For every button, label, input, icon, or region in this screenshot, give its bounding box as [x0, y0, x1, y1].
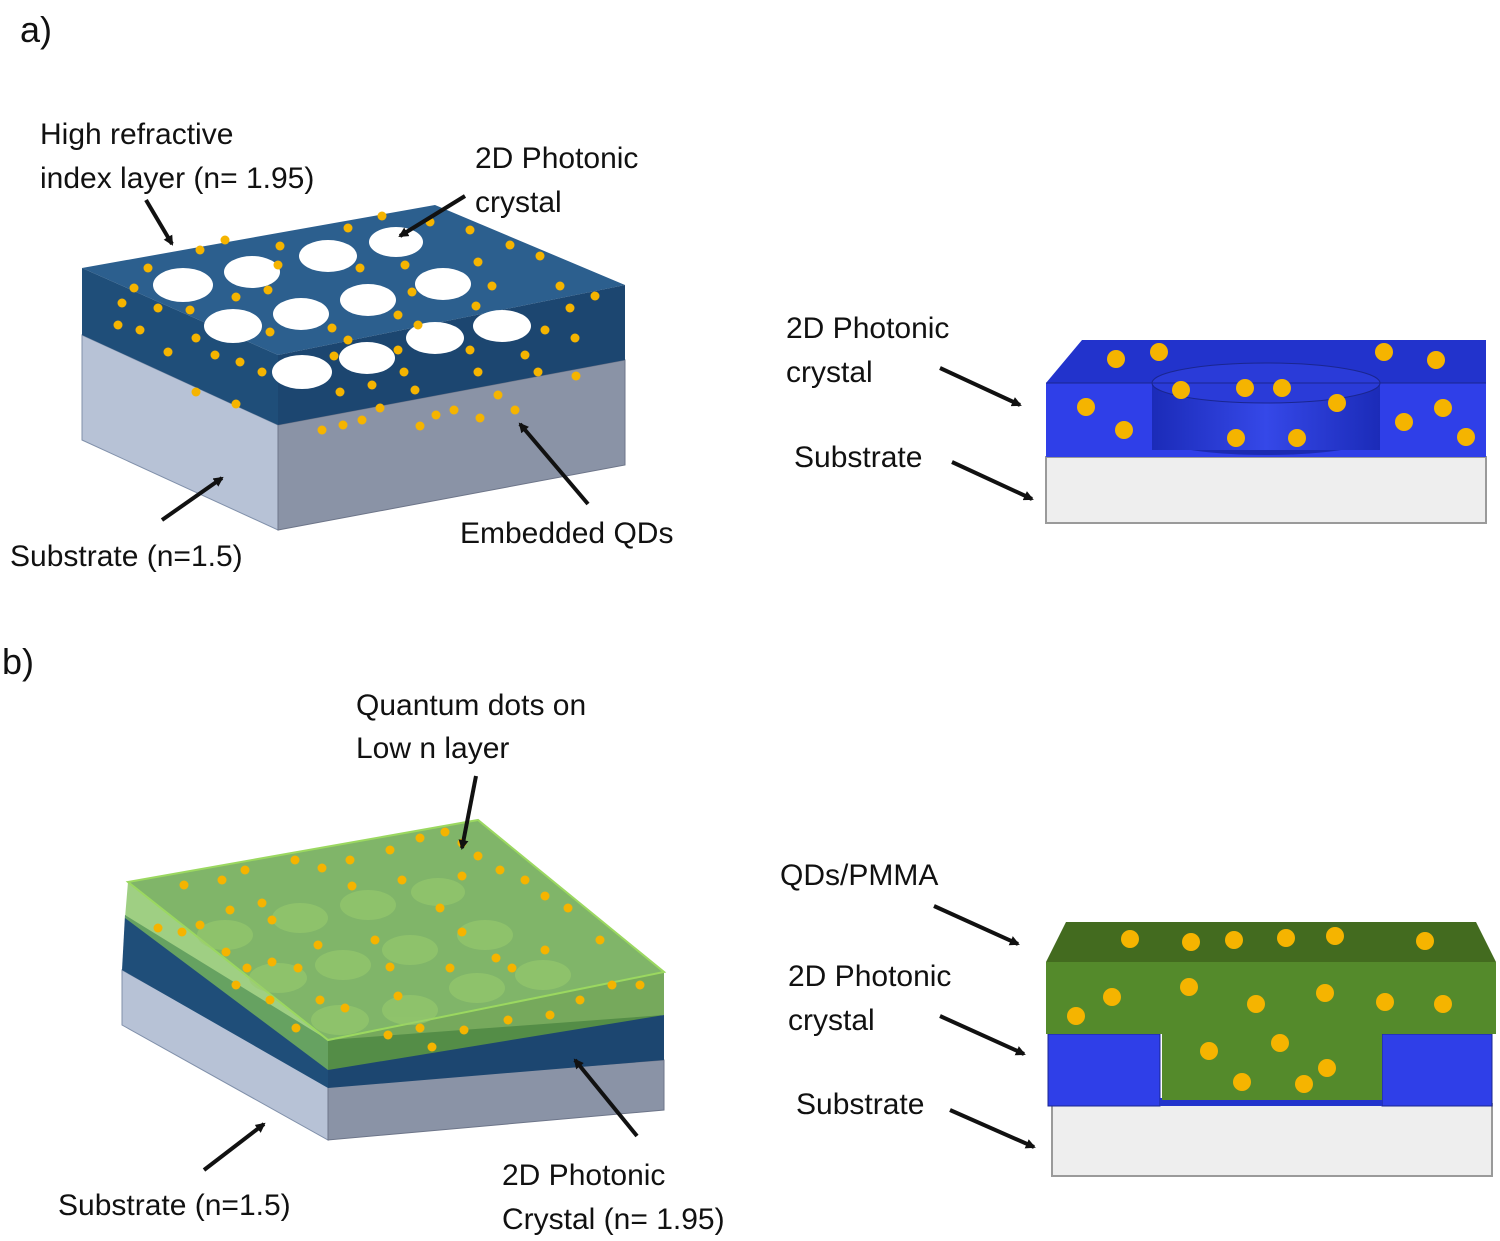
cs-b-pc-floor	[1160, 1098, 1382, 1106]
b-holes	[197, 878, 571, 1035]
cs-b-qds	[1067, 927, 1452, 1093]
hole	[340, 284, 396, 316]
cs-b-substrate-label: Substrate	[796, 1088, 924, 1121]
high-n-label-line2: index layer (n= 1.95)	[40, 162, 314, 195]
cs-b-substrate-arrow	[949, 1108, 1036, 1149]
substrate-a-label: Substrate (n=1.5)	[10, 540, 243, 573]
cs-b-substrate	[1051, 1103, 1493, 1177]
cs-b-pmma-top	[1046, 922, 1496, 962]
hole	[415, 268, 471, 300]
cs-a-pc-arrow	[939, 366, 1022, 407]
qd-label-line2: Low n layer	[356, 732, 509, 765]
embedded-qds-label: Embedded QDs	[460, 517, 673, 550]
photonic-crystal-holes	[153, 227, 531, 389]
b-qds	[153, 827, 645, 1052]
cs-a-pc-label-line1: 2D Photonic	[786, 312, 949, 345]
embedded-qds	[113, 211, 600, 435]
cs-b-pmma-label: QDs/PMMA	[780, 859, 938, 892]
panel-a-label: a)	[20, 9, 52, 50]
high-n-arrow	[144, 198, 174, 246]
embedded-qds-arrow	[518, 422, 590, 506]
cs-b-pc-left	[1047, 1033, 1161, 1107]
hole	[406, 322, 464, 354]
hole	[204, 309, 262, 343]
cross-section-a	[1045, 340, 1487, 524]
cross-section-b	[1046, 922, 1496, 1177]
cs-b-pmma-arrow	[933, 904, 1020, 946]
cs-b-pc-right	[1381, 1033, 1493, 1107]
high-n-label-line1: High refractive	[40, 118, 233, 151]
cs-b-pc-arrow	[939, 1014, 1026, 1056]
cs-a-pc-label-line2: crystal	[786, 356, 873, 389]
b-pmma-front	[125, 882, 328, 1070]
pc-label-line2: crystal	[475, 186, 562, 219]
substrate-b-label: Substrate (n=1.5)	[58, 1189, 291, 1222]
high-n-layer-side	[278, 285, 625, 425]
hole	[273, 298, 329, 330]
high-n-layer-front	[82, 268, 278, 425]
hole	[272, 355, 332, 389]
hole	[473, 310, 531, 342]
hole	[369, 227, 423, 257]
pc-arrow	[398, 194, 467, 238]
hole	[299, 240, 357, 272]
panel-b-label: b)	[2, 641, 34, 682]
qd-label-line1: Quantum dots on	[356, 689, 586, 722]
hole	[339, 342, 395, 374]
cs-b-pc-label-line2: crystal	[788, 1004, 875, 1037]
substrate-b-arrow	[202, 1122, 266, 1172]
b-pc-front	[122, 915, 328, 1088]
pc-b-label-line1: 2D Photonic	[502, 1159, 665, 1192]
cs-b-pmma-upper	[1046, 962, 1496, 1034]
cs-a-substrate	[1045, 456, 1487, 524]
cs-b-pc-label-line1: 2D Photonic	[788, 960, 951, 993]
substrate-a-arrow	[160, 476, 224, 522]
panel-b-slab	[121, 818, 667, 1141]
pc-b-arrow	[573, 1058, 639, 1138]
hole	[153, 268, 213, 302]
panel-a-slab	[81, 205, 626, 531]
hole	[224, 256, 280, 288]
cs-a-qds	[1077, 343, 1475, 447]
cs-a-substrate-arrow	[951, 460, 1034, 501]
cs-a-substrate-label: Substrate	[794, 441, 922, 474]
pc-b-label-line2: Crystal (n= 1.95)	[502, 1203, 725, 1236]
pc-label-line1: 2D Photonic	[475, 142, 638, 175]
qd-arrow	[458, 775, 478, 850]
b-pc-side	[328, 1015, 664, 1088]
